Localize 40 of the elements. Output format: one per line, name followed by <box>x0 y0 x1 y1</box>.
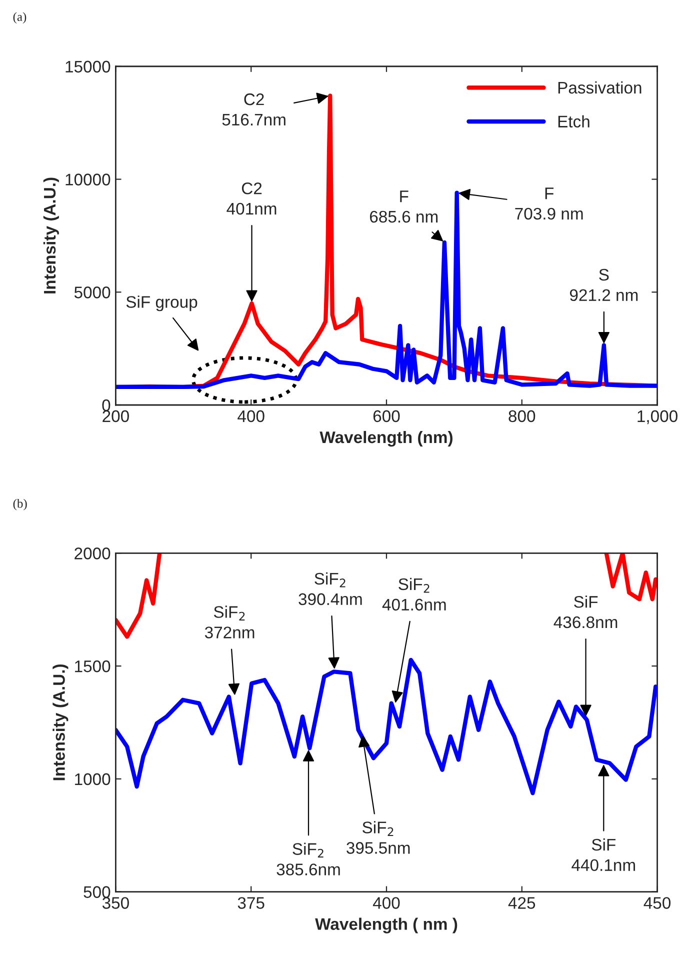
x-tick-label: 425 <box>508 897 536 909</box>
x-axis-title: Wavelength ( nm ) <box>315 918 458 934</box>
y-axis-title: Intensity (A.U.) <box>52 664 68 780</box>
annotation: F 703.9 nm <box>515 188 583 220</box>
y-tick-label: 1500 <box>75 660 110 672</box>
x-tick-label: 350 <box>102 897 129 909</box>
annotation: SiF group <box>126 296 198 312</box>
y-tick-label: 0 <box>102 399 110 412</box>
x-tick-label: 800 <box>508 410 536 422</box>
annotation: C2 401nm <box>226 182 276 215</box>
x-tick-label: 1,000 <box>638 410 678 424</box>
x-tick-label: 450 <box>644 897 671 909</box>
y-tick-label: 15000 <box>66 60 110 73</box>
y-tick-label: 10000 <box>66 174 110 186</box>
annotation: SiF$_{2}$ 372nm <box>204 606 254 638</box>
x-tick-label: 200 <box>102 410 129 422</box>
annotation: C2 516.7nm <box>222 93 286 126</box>
chart-title: (a) <box>13 12 26 24</box>
annotation: SiF 440.1nm <box>572 838 635 872</box>
y-axis-title: Intensity (A.U.) <box>43 178 59 294</box>
y-tick-label: 1000 <box>75 773 110 786</box>
annotation: SiF$_{2}$ 390.4nm <box>298 572 362 606</box>
x-tick-label: 400 <box>238 410 264 422</box>
x-tick-label: 375 <box>238 897 264 909</box>
x-tick-label: 400 <box>372 897 400 909</box>
annotation: SiF 436.8nm <box>554 596 618 628</box>
line-series <box>116 658 658 796</box>
x-tick-label: 600 <box>373 410 400 422</box>
annotation: SiF$_{2}$ 395.5nm <box>346 821 410 854</box>
annotation: F 685.6 nm <box>370 190 438 223</box>
y-tick-label: 500 <box>84 886 110 898</box>
annotation: SiF$_{2}$ 385.6nm <box>276 842 340 876</box>
annotation: S 921.2 nm <box>570 268 638 302</box>
annotation: SiF$_{2}$ 401.6nm <box>382 578 446 611</box>
y-tick-label: 2000 <box>74 548 110 560</box>
y-tick-label: 5000 <box>74 286 110 298</box>
chart-title: (b) <box>13 498 27 510</box>
legend-label: Passivation <box>558 81 642 94</box>
legend-label: Etch <box>558 115 590 128</box>
x-axis-title: Wavelength (nm) <box>320 430 452 447</box>
